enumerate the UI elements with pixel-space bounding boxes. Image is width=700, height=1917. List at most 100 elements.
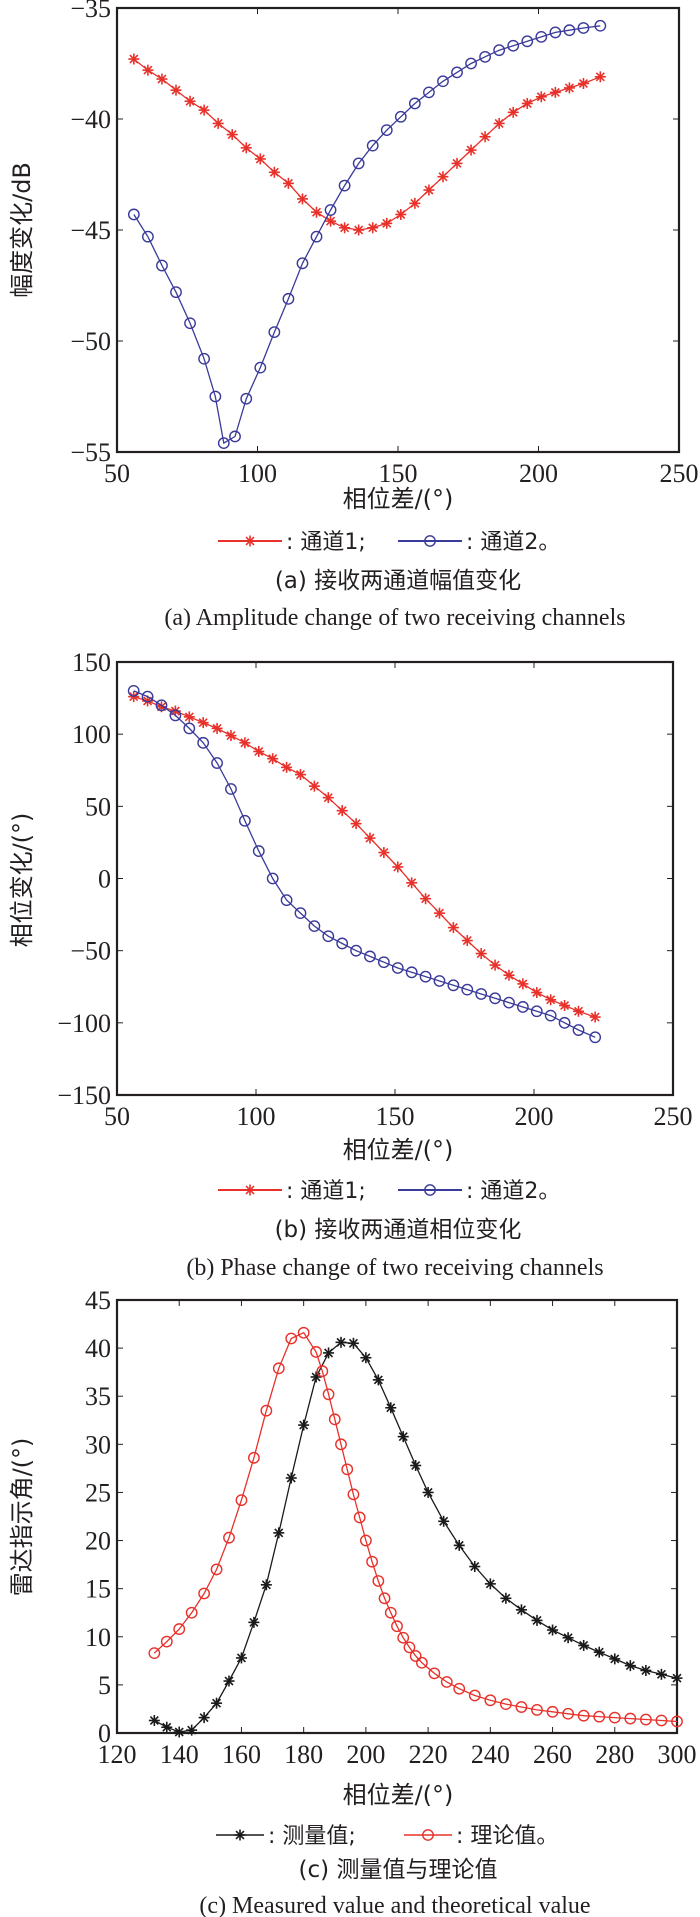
series-line bbox=[153, 1341, 678, 1733]
data-point bbox=[377, 956, 390, 969]
data-point bbox=[294, 769, 306, 781]
data-point bbox=[316, 1365, 329, 1378]
x-tick-label: 140 bbox=[160, 1740, 199, 1769]
legend-marker bbox=[244, 1184, 256, 1196]
legend-label-channel1: : 通道1; bbox=[286, 530, 366, 555]
data-point bbox=[547, 1624, 559, 1636]
data-point bbox=[142, 64, 154, 76]
data-point bbox=[405, 966, 418, 979]
data-point bbox=[437, 171, 449, 183]
data-point bbox=[336, 937, 349, 950]
y-tick-label: −35 bbox=[70, 0, 111, 23]
y-tick-label: 40 bbox=[85, 1334, 111, 1363]
data-point bbox=[211, 1697, 223, 1709]
data-point bbox=[507, 106, 519, 118]
data-point bbox=[577, 22, 590, 34]
data-point bbox=[148, 1714, 160, 1726]
caption-en-c: (c) Measured value and theoretical value bbox=[199, 1893, 590, 1917]
data-point bbox=[211, 757, 223, 769]
data-point bbox=[461, 983, 474, 996]
x-tick-label: 260 bbox=[533, 1740, 572, 1769]
x-tick-label: 50 bbox=[104, 1102, 130, 1131]
data-point bbox=[285, 1472, 297, 1484]
data-point bbox=[433, 975, 446, 987]
data-point bbox=[531, 1704, 543, 1716]
y-tick-label: 150 bbox=[72, 648, 111, 677]
x-tick-label: 150 bbox=[379, 459, 418, 488]
data-point bbox=[267, 753, 279, 765]
data-point bbox=[364, 832, 376, 844]
data-point bbox=[594, 19, 607, 32]
circle-marker-icon bbox=[422, 1829, 434, 1841]
y-tick-label: 20 bbox=[85, 1527, 111, 1556]
data-point bbox=[173, 1623, 186, 1635]
data-point bbox=[378, 1592, 391, 1605]
data-point bbox=[364, 950, 376, 963]
caption-cn-a: (a) 接收两通道幅值变化 bbox=[275, 568, 521, 594]
data-point bbox=[395, 208, 407, 220]
data-point bbox=[311, 206, 323, 218]
data-point bbox=[624, 1712, 637, 1725]
data-point bbox=[328, 1413, 341, 1426]
data-point bbox=[352, 157, 365, 170]
data-point bbox=[254, 361, 267, 374]
data-point bbox=[447, 979, 460, 992]
data-point bbox=[197, 717, 209, 729]
data-point bbox=[198, 1712, 210, 1724]
data-point bbox=[465, 57, 477, 70]
data-point bbox=[507, 39, 520, 52]
data-point bbox=[280, 894, 293, 907]
data-point bbox=[156, 259, 168, 272]
series-line bbox=[133, 690, 596, 1038]
data-point bbox=[142, 230, 154, 243]
data-point bbox=[308, 920, 321, 933]
x-tick-label: 180 bbox=[284, 1740, 323, 1769]
data-point bbox=[384, 1606, 397, 1619]
data-point bbox=[521, 35, 534, 48]
data-point bbox=[563, 82, 575, 94]
data-point bbox=[420, 893, 432, 905]
y-tick-label: −50 bbox=[70, 937, 111, 966]
data-point bbox=[229, 430, 241, 443]
x-tick-label: 120 bbox=[98, 1740, 137, 1769]
data-point bbox=[484, 1578, 496, 1590]
data-point bbox=[170, 286, 182, 299]
data-point bbox=[433, 907, 445, 919]
data-point bbox=[322, 792, 334, 804]
x-tick-label: 250 bbox=[654, 1102, 693, 1131]
x-tick-label: 100 bbox=[237, 1102, 276, 1131]
y-tick-label: 15 bbox=[85, 1575, 111, 1604]
data-point bbox=[608, 1711, 621, 1724]
data-point bbox=[183, 711, 195, 723]
data-point bbox=[409, 1650, 422, 1662]
caption-en-a: (a) Amplitude change of two receiving ch… bbox=[164, 605, 625, 631]
data-point bbox=[128, 53, 140, 65]
y-tick-label: −40 bbox=[70, 105, 111, 134]
circle-marker-icon bbox=[424, 1184, 436, 1196]
x-tick-label: 280 bbox=[595, 1740, 634, 1769]
y-tick-label: 45 bbox=[85, 1286, 111, 1315]
legend-a: : 通道1; : 通道2。 bbox=[218, 530, 560, 555]
series-通道2 bbox=[127, 19, 607, 450]
series-line bbox=[133, 58, 601, 231]
data-point bbox=[639, 1713, 652, 1726]
series-line bbox=[133, 25, 601, 445]
data-point bbox=[392, 861, 404, 873]
data-point bbox=[577, 1709, 590, 1722]
data-point bbox=[475, 948, 487, 960]
data-point bbox=[594, 71, 606, 83]
data-point bbox=[671, 1715, 683, 1728]
data-point bbox=[266, 872, 279, 885]
data-point bbox=[296, 193, 308, 205]
data-point bbox=[535, 30, 548, 43]
x-tick-label: 250 bbox=[660, 459, 699, 488]
data-point bbox=[391, 962, 404, 974]
data-point bbox=[549, 86, 561, 98]
data-point bbox=[297, 1326, 310, 1339]
data-point bbox=[419, 970, 432, 983]
y-tick-label: 0 bbox=[98, 865, 111, 894]
data-point bbox=[336, 805, 348, 817]
data-point bbox=[451, 66, 463, 79]
data-point bbox=[350, 818, 362, 830]
data-point bbox=[440, 1676, 453, 1688]
